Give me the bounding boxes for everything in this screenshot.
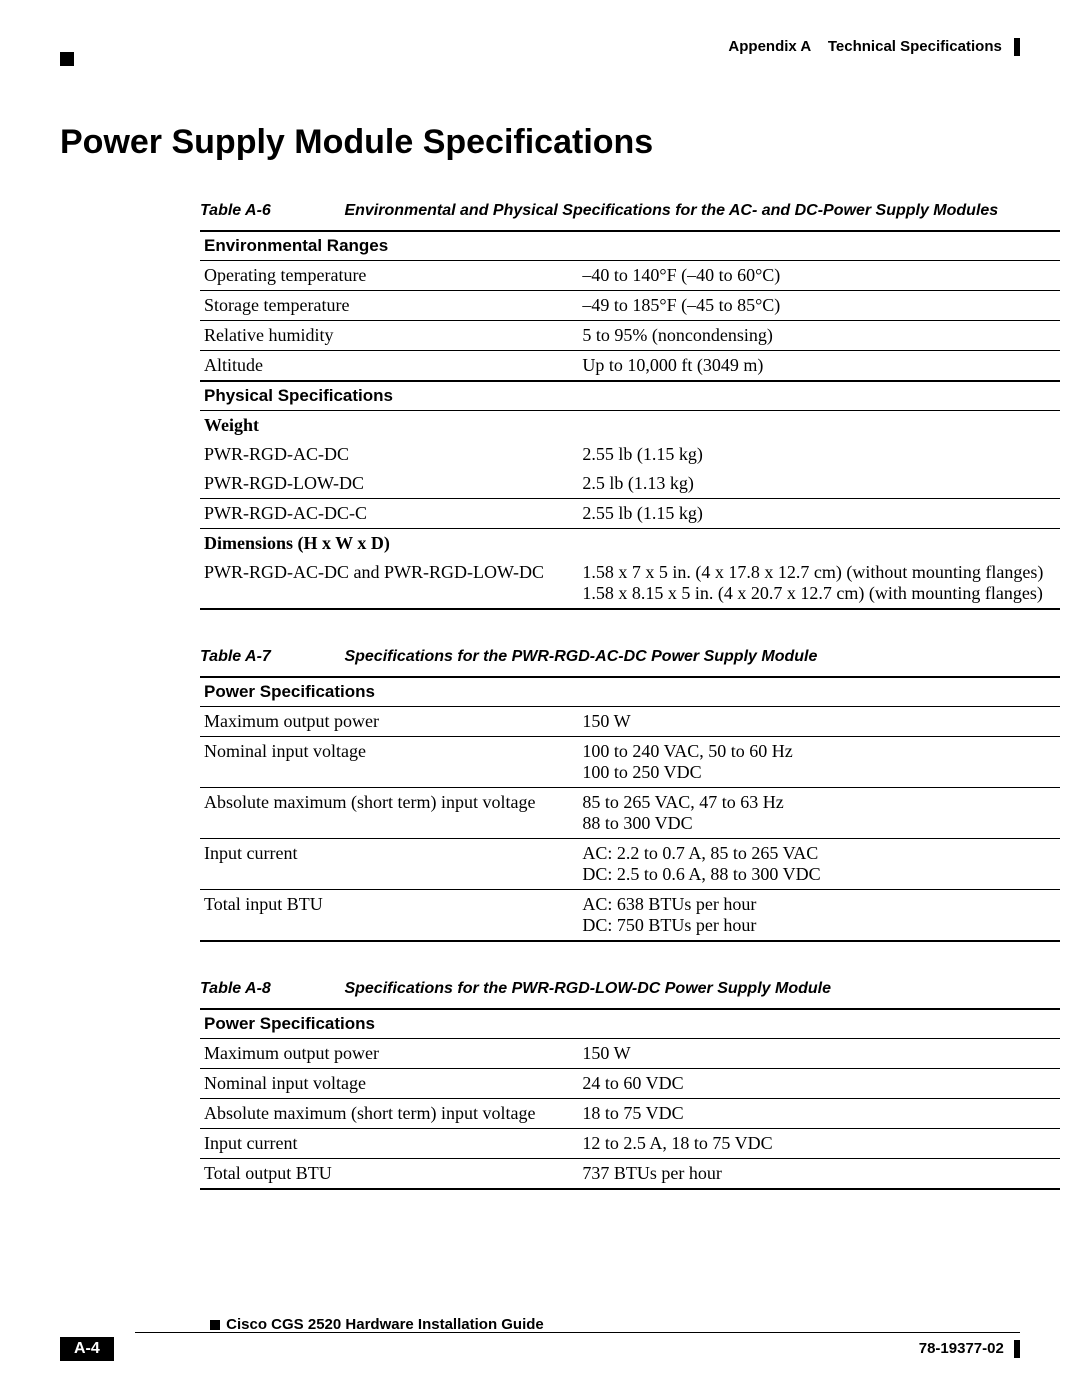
page-number: A-4 xyxy=(60,1337,114,1361)
cell: PWR-RGD-AC-DC-C xyxy=(200,499,578,529)
page-footer: Cisco CGS 2520 Hardware Installation Gui… xyxy=(60,1332,1020,1361)
header-section: Technical Specifications xyxy=(828,38,1002,55)
cell: AC: 638 BTUs per hour DC: 750 BTUs per h… xyxy=(578,890,1060,942)
cell: PWR-RGD-LOW-DC xyxy=(200,469,578,499)
cell: Input current xyxy=(200,1129,578,1159)
header-appendix: Appendix A xyxy=(728,38,811,55)
cell: Total output BTU xyxy=(200,1159,578,1190)
section-physical: Physical Specifications xyxy=(200,381,1060,411)
cell: Nominal input voltage xyxy=(200,737,578,788)
cell: Absolute maximum (short term) input volt… xyxy=(200,788,578,839)
header-bar-icon xyxy=(1014,38,1020,56)
cell: –40 to 140°F (–40 to 60°C) xyxy=(578,261,1060,291)
table-a8-label: Table A-8 xyxy=(200,980,340,998)
cell: Storage temperature xyxy=(200,291,578,321)
cell: PWR-RGD-AC-DC xyxy=(200,440,578,469)
table-a8-caption: Table A-8 Specifications for the PWR-RGD… xyxy=(200,980,1020,998)
page: Appendix A Technical Specifications Powe… xyxy=(0,0,1080,1397)
corner-marker-icon xyxy=(60,52,74,66)
dimensions-label: Dimensions (H x W x D) xyxy=(200,529,578,559)
table-a6-label: Table A-6 xyxy=(200,202,340,220)
cell: –49 to 185°F (–45 to 85°C) xyxy=(578,291,1060,321)
section-env-ranges: Environmental Ranges xyxy=(200,231,1060,261)
cell: Relative humidity xyxy=(200,321,578,351)
cell: Maximum output power xyxy=(200,707,578,737)
section-power: Power Specifications xyxy=(200,1009,1060,1039)
cell: 24 to 60 VDC xyxy=(578,1069,1060,1099)
table-a6-caption: Table A-6 Environmental and Physical Spe… xyxy=(200,202,1020,220)
table-a7: Power Specifications Maximum output powe… xyxy=(200,676,1060,942)
table-a7-label: Table A-7 xyxy=(200,648,340,666)
table-a8: Power Specifications Maximum output powe… xyxy=(200,1008,1060,1190)
cell: Input current xyxy=(200,839,578,890)
cell: 12 to 2.5 A, 18 to 75 VDC xyxy=(578,1129,1060,1159)
doc-number: 78-19377-02 xyxy=(919,1340,1020,1358)
footer-square-icon xyxy=(210,1320,220,1330)
cell: 100 to 240 VAC, 50 to 60 Hz 100 to 250 V… xyxy=(578,737,1060,788)
weight-label: Weight xyxy=(200,411,578,441)
table-a7-caption-text: Specifications for the PWR-RGD-AC-DC Pow… xyxy=(344,648,817,665)
cell: PWR-RGD-AC-DC and PWR-RGD-LOW-DC xyxy=(200,558,578,609)
cell: 2.5 lb (1.13 kg) xyxy=(578,469,1060,499)
guide-title: Cisco CGS 2520 Hardware Installation Gui… xyxy=(226,1316,544,1333)
cell: 1.58 x 7 x 5 in. (4 x 17.8 x 12.7 cm) (w… xyxy=(578,558,1060,609)
table-a6-caption-text: Environmental and Physical Specification… xyxy=(344,202,998,219)
cell: Total input BTU xyxy=(200,890,578,942)
cell: Absolute maximum (short term) input volt… xyxy=(200,1099,578,1129)
table-a6: Environmental Ranges Operating temperatu… xyxy=(200,230,1060,610)
table-a7-caption: Table A-7 Specifications for the PWR-RGD… xyxy=(200,648,1020,666)
cell: 150 W xyxy=(578,1039,1060,1069)
cell: Maximum output power xyxy=(200,1039,578,1069)
cell: Operating temperature xyxy=(200,261,578,291)
cell: 2.55 lb (1.15 kg) xyxy=(578,440,1060,469)
cell: 5 to 95% (noncondensing) xyxy=(578,321,1060,351)
table-a8-caption-text: Specifications for the PWR-RGD-LOW-DC Po… xyxy=(344,980,831,997)
cell: Altitude xyxy=(200,351,578,382)
doc-bar-icon xyxy=(1014,1340,1020,1358)
cell: Nominal input voltage xyxy=(200,1069,578,1099)
cell: 737 BTUs per hour xyxy=(578,1159,1060,1190)
cell: 18 to 75 VDC xyxy=(578,1099,1060,1129)
cell: 150 W xyxy=(578,707,1060,737)
cell: 85 to 265 VAC, 47 to 63 Hz 88 to 300 VDC xyxy=(578,788,1060,839)
cell: 2.55 lb (1.15 kg) xyxy=(578,499,1060,529)
section-power: Power Specifications xyxy=(200,677,1060,707)
cell: Up to 10,000 ft (3049 m) xyxy=(578,351,1060,382)
page-title: Power Supply Module Specifications xyxy=(60,123,1020,162)
running-header: Appendix A Technical Specifications xyxy=(728,38,1020,56)
cell: AC: 2.2 to 0.7 A, 85 to 265 VAC DC: 2.5 … xyxy=(578,839,1060,890)
footer-guide: Cisco CGS 2520 Hardware Installation Gui… xyxy=(210,1316,544,1333)
